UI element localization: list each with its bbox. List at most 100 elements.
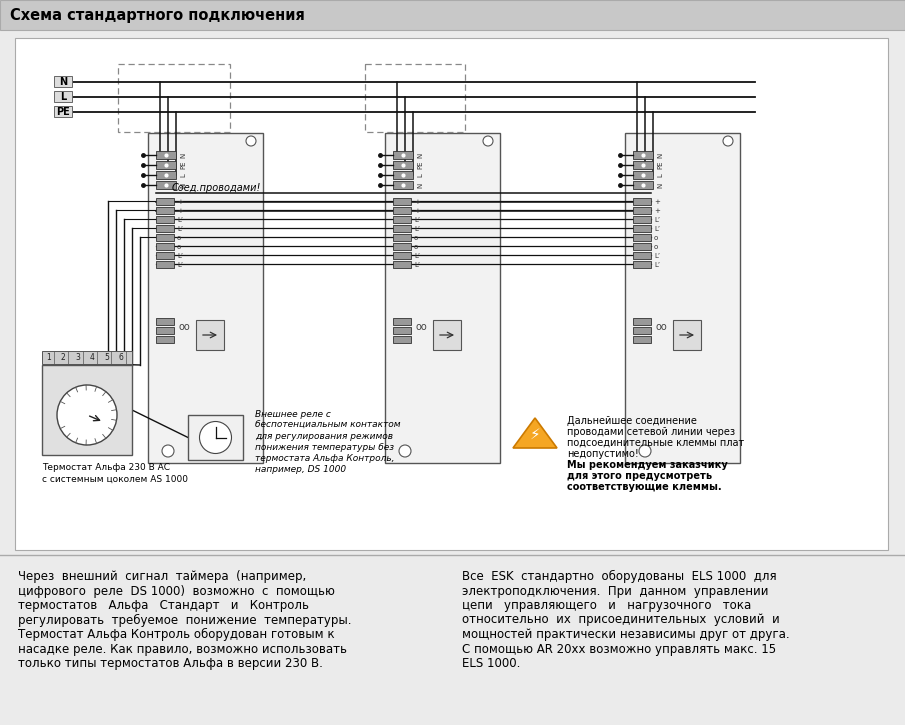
Circle shape (199, 421, 232, 454)
Text: o: o (654, 244, 658, 249)
Text: Соед.проводами!: Соед.проводами! (172, 183, 262, 193)
Text: +: + (414, 199, 420, 204)
Bar (188, 415, 243, 460)
Bar (633, 181, 653, 189)
Text: для регулирования режимов: для регулирования режимов (255, 432, 393, 441)
Text: L’: L’ (414, 252, 420, 259)
Text: Термостат Альфа Контроль оборудован готовым к: Термостат Альфа Контроль оборудован гото… (18, 628, 335, 641)
Text: L’: L’ (414, 225, 420, 231)
Text: Через  внешний  сигнал  таймера  (например,: Через внешний сигнал таймера (например, (18, 570, 306, 583)
Circle shape (483, 136, 493, 146)
Text: Дальнейшее соединение: Дальнейшее соединение (567, 416, 697, 426)
Bar (156, 252, 174, 259)
Bar (393, 216, 411, 223)
Text: L’: L’ (177, 252, 183, 259)
Text: 2: 2 (61, 352, 66, 362)
Bar (156, 234, 174, 241)
Text: ⚡: ⚡ (529, 427, 540, 442)
Bar (148, 133, 263, 463)
Bar (433, 320, 461, 350)
Text: мощностей практически независимы друг от друга.: мощностей практически независимы друг от… (462, 628, 790, 641)
Bar (42, 365, 132, 455)
Bar (393, 171, 413, 179)
Bar (393, 252, 411, 259)
Text: Термостат Альфа 230 В АС: Термостат Альфа 230 В АС (42, 463, 170, 472)
Text: L’: L’ (414, 262, 420, 268)
Text: насадке реле. Как правило, возможно использовать: насадке реле. Как правило, возможно испо… (18, 642, 347, 655)
Text: L’: L’ (177, 217, 183, 223)
Bar (633, 327, 651, 334)
Text: например, DS 1000: например, DS 1000 (255, 465, 346, 474)
Text: L’: L’ (177, 225, 183, 231)
Bar (156, 161, 176, 169)
Text: С помощью AR 20хх возможно управлять макс. 15: С помощью AR 20хх возможно управлять мак… (462, 642, 776, 655)
Bar (156, 181, 176, 189)
Text: соответствующие клеммы.: соответствующие клеммы. (567, 482, 721, 492)
Bar (393, 327, 411, 334)
Text: L’: L’ (654, 252, 660, 259)
Text: PE: PE (56, 107, 70, 117)
Text: N: N (657, 152, 663, 157)
Bar (633, 318, 651, 325)
Bar (633, 216, 651, 223)
Bar (156, 243, 174, 250)
Bar (156, 198, 174, 205)
Text: oo: oo (178, 322, 190, 332)
Text: PE: PE (657, 161, 663, 169)
Bar (633, 151, 653, 159)
Text: o: o (177, 244, 181, 249)
Text: термостатов   Альфа   Стандарт   и   Контроль: термостатов Альфа Стандарт и Контроль (18, 599, 309, 612)
Text: N: N (180, 152, 186, 157)
Text: L: L (180, 173, 186, 177)
Text: L’: L’ (654, 262, 660, 268)
Circle shape (723, 136, 733, 146)
Text: o: o (654, 234, 658, 241)
Text: 5: 5 (104, 352, 109, 362)
Text: o: o (414, 234, 418, 241)
Bar (393, 234, 411, 241)
Text: 6: 6 (119, 352, 123, 362)
Text: +: + (414, 207, 420, 213)
Text: Мы рекомендуем заказчику: Мы рекомендуем заказчику (567, 460, 728, 470)
Bar (393, 181, 413, 189)
Text: N: N (657, 183, 663, 188)
Bar (393, 225, 411, 232)
Bar (365, 64, 465, 132)
Text: с системным цоколем AS 1000: с системным цоколем AS 1000 (42, 475, 188, 484)
Bar (196, 320, 224, 350)
Bar (633, 252, 651, 259)
Bar (633, 171, 653, 179)
Bar (633, 243, 651, 250)
Bar (385, 133, 500, 463)
Bar (15, 38, 888, 550)
Text: N: N (59, 77, 67, 87)
Bar (633, 234, 651, 241)
Circle shape (246, 136, 256, 146)
Bar (673, 320, 701, 350)
Text: oo: oo (655, 322, 667, 332)
Text: L’: L’ (414, 217, 420, 223)
Bar (118, 64, 230, 132)
Bar (633, 161, 653, 169)
Text: +: + (177, 199, 183, 204)
Text: относительно  их  присоединительных  условий  и: относительно их присоединительных услови… (462, 613, 780, 626)
Text: Все  ESK  стандартно  оборудованы  ELS 1000  для: Все ESK стандартно оборудованы ELS 1000 … (462, 570, 776, 583)
Bar (393, 198, 411, 205)
Circle shape (399, 445, 411, 457)
Bar (633, 261, 651, 268)
Text: Схема стандартного подключения: Схема стандартного подключения (10, 7, 305, 22)
Bar (633, 336, 651, 343)
Text: ELS 1000.: ELS 1000. (462, 657, 520, 670)
Text: для этого предусмотреть: для этого предусмотреть (567, 471, 712, 481)
Circle shape (639, 445, 651, 457)
Bar (54, 76, 72, 87)
Text: подсоединительные клеммы плат: подсоединительные клеммы плат (567, 438, 744, 448)
Text: регулировать  требуемое  понижение  температуры.: регулировать требуемое понижение темпера… (18, 613, 351, 626)
Text: PE: PE (180, 161, 186, 169)
Bar (0, 0, 905, 30)
Bar (633, 207, 651, 214)
Text: o: o (177, 234, 181, 241)
Text: L’: L’ (654, 225, 660, 231)
Bar (393, 336, 411, 343)
Text: o: o (414, 244, 418, 249)
